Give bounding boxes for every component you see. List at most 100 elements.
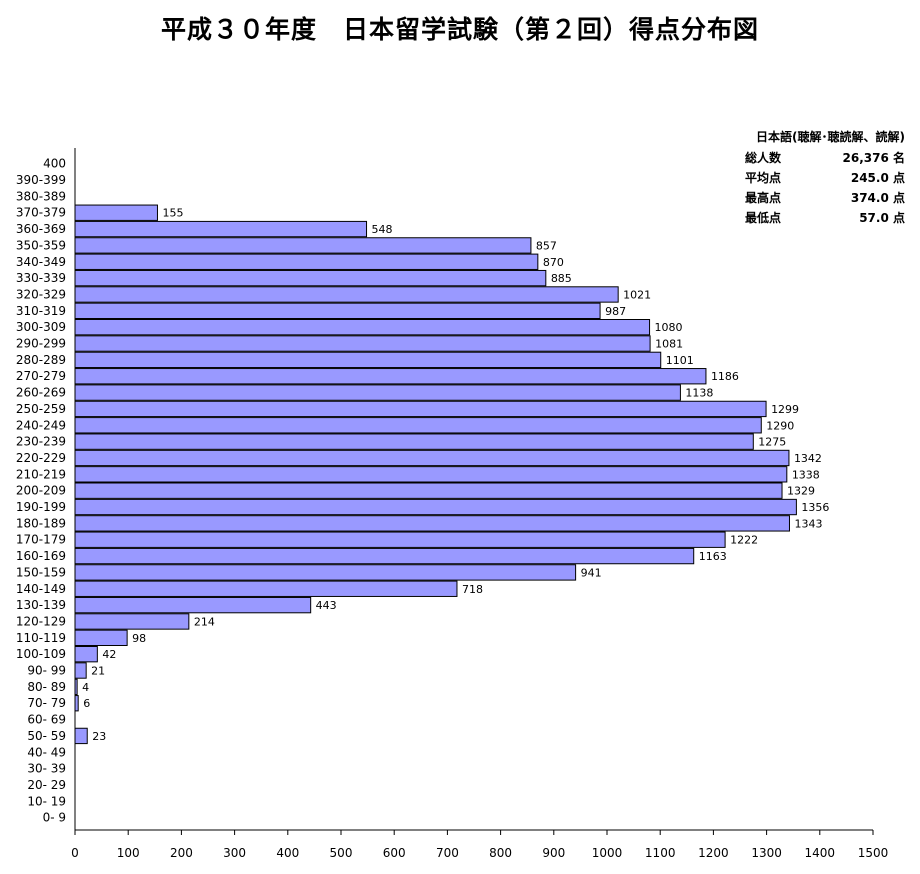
category-label: 60- 69 bbox=[27, 713, 66, 727]
bar bbox=[74, 531, 726, 548]
bar bbox=[74, 351, 662, 369]
data-label: 1138 bbox=[685, 387, 713, 400]
category-label: 290-299 bbox=[16, 337, 66, 351]
x-tick-label: 1300 bbox=[751, 846, 782, 860]
summary-row-min: 最低点 57.0 点 bbox=[700, 209, 905, 229]
axes-group bbox=[74, 148, 873, 831]
data-label: 98 bbox=[132, 632, 146, 645]
bar bbox=[74, 547, 695, 565]
bar bbox=[74, 417, 762, 434]
category-label: 140-149 bbox=[16, 582, 66, 596]
x-tick-label: 500 bbox=[330, 846, 353, 860]
summary-value: 374.0 点 bbox=[850, 191, 905, 205]
bar bbox=[74, 302, 601, 319]
data-label: 1186 bbox=[711, 370, 739, 383]
x-tick-label: 300 bbox=[223, 846, 246, 860]
category-label: 360-369 bbox=[16, 222, 66, 236]
category-label: 30- 39 bbox=[27, 762, 66, 776]
bar bbox=[74, 580, 458, 597]
data-label: 1290 bbox=[766, 419, 794, 432]
category-label: 330-339 bbox=[16, 271, 66, 285]
category-label: 90- 99 bbox=[27, 664, 66, 678]
bar bbox=[74, 335, 651, 352]
bar bbox=[74, 220, 368, 238]
summary-value: 57.0 点 bbox=[859, 211, 905, 225]
x-tick-label: 1500 bbox=[858, 846, 889, 860]
category-label: 180-189 bbox=[16, 516, 66, 530]
summary-row-total: 総人数 26,376 名 bbox=[700, 149, 905, 169]
bar bbox=[74, 564, 577, 581]
summary-row-mean: 平均点 245.0 点 bbox=[700, 169, 905, 189]
x-tick-label: 1100 bbox=[645, 846, 676, 860]
summary-panel: 日本語(聴解･聴読解、読解) 総人数 26,376 名 平均点 245.0 点 … bbox=[700, 128, 905, 229]
category-label: 80- 89 bbox=[27, 680, 66, 694]
bar bbox=[74, 433, 754, 450]
data-label: 42 bbox=[102, 648, 116, 661]
bar bbox=[74, 400, 767, 418]
bar bbox=[74, 384, 681, 401]
category-label: 210-219 bbox=[16, 467, 66, 481]
category-label: 120-129 bbox=[16, 614, 66, 628]
data-label: 1342 bbox=[794, 452, 822, 465]
data-label: 987 bbox=[605, 305, 626, 318]
data-label: 718 bbox=[462, 583, 483, 596]
bars-group: 155 548 857 870 885 1021 987 1080 1081 1101 1186 11… bbox=[74, 204, 829, 745]
category-label: 340-349 bbox=[16, 255, 66, 269]
data-label: 1356 bbox=[801, 501, 829, 514]
bar bbox=[74, 204, 158, 221]
bar bbox=[74, 319, 651, 336]
data-label: 1222 bbox=[730, 534, 758, 547]
data-label: 6 bbox=[83, 697, 90, 710]
bar bbox=[74, 482, 783, 499]
category-label: 20- 29 bbox=[27, 778, 66, 792]
category-label: 320-329 bbox=[16, 287, 66, 301]
category-labels-group: 400 390-399 380-389 370-379 360-369 350-359 34… bbox=[16, 157, 66, 825]
x-tick-label: 200 bbox=[170, 846, 193, 860]
x-tick-label: 1400 bbox=[805, 846, 836, 860]
data-label: 1101 bbox=[666, 354, 694, 367]
category-label: 110-119 bbox=[16, 631, 66, 645]
x-tick-label: 1000 bbox=[592, 846, 623, 860]
x-tick-label: 900 bbox=[542, 846, 565, 860]
x-tick-label: 400 bbox=[276, 846, 299, 860]
category-label: 150-159 bbox=[16, 565, 66, 579]
summary-heading: 日本語(聴解･聴読解、読解) bbox=[756, 130, 905, 144]
x-tick-label: 600 bbox=[383, 846, 406, 860]
category-label: 70- 79 bbox=[27, 696, 66, 710]
data-label: 214 bbox=[194, 615, 215, 628]
category-label: 40- 49 bbox=[27, 745, 66, 759]
bar bbox=[74, 515, 790, 532]
category-label: 300-309 bbox=[16, 320, 66, 334]
data-label: 1080 bbox=[655, 321, 683, 334]
summary-value: 26,376 名 bbox=[842, 151, 906, 165]
bar bbox=[74, 449, 790, 467]
category-label: 350-359 bbox=[16, 238, 66, 252]
data-label: 1021 bbox=[623, 288, 651, 301]
category-label: 240-249 bbox=[16, 418, 66, 432]
category-label: 170-179 bbox=[16, 533, 66, 547]
bar bbox=[74, 498, 797, 516]
data-label: 941 bbox=[581, 566, 602, 579]
category-label: 260-269 bbox=[16, 386, 66, 400]
category-label: 200-209 bbox=[16, 484, 66, 498]
bar bbox=[74, 269, 547, 287]
page-title: 平成３０年度 日本留学試験（第２回）得点分布図 bbox=[160, 15, 759, 44]
category-label: 390-399 bbox=[16, 173, 66, 187]
data-label: 1338 bbox=[792, 468, 820, 481]
bar bbox=[74, 662, 87, 679]
summary-row-max: 最高点 374.0 点 bbox=[700, 189, 905, 209]
category-label: 400 bbox=[43, 157, 66, 171]
data-label: 4 bbox=[82, 681, 89, 694]
category-label: 230-239 bbox=[16, 435, 66, 449]
category-label: 0- 9 bbox=[43, 811, 66, 825]
category-label: 130-139 bbox=[16, 598, 66, 612]
x-tick-label: 0 bbox=[71, 846, 79, 860]
category-label: 280-289 bbox=[16, 353, 66, 367]
data-label: 885 bbox=[551, 272, 572, 285]
category-label: 270-279 bbox=[16, 369, 66, 383]
data-label: 857 bbox=[536, 239, 557, 252]
x-tick-label: 800 bbox=[489, 846, 512, 860]
x-tick-label: 1200 bbox=[698, 846, 729, 860]
category-label: 100-109 bbox=[16, 647, 66, 661]
